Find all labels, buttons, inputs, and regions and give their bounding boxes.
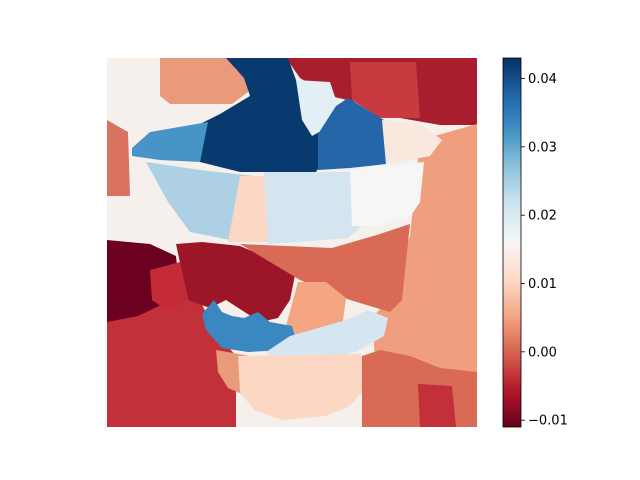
lower-blue-cup	[202, 300, 296, 352]
top-peach-block	[160, 58, 250, 104]
bottom-red-background	[107, 300, 236, 427]
bottom-right-red-patch	[418, 384, 456, 427]
colorbar: −0.01 0.00 0.01 0.02 0.03 0.04	[502, 57, 568, 429]
bottom-cup-peach	[238, 354, 364, 420]
colorbar-tick-label: 0.01	[528, 277, 557, 292]
colorbar-fill	[503, 58, 521, 427]
lower-center-salmon	[240, 224, 410, 312]
bowl-body-left	[146, 162, 254, 240]
bowl-body-left-peach	[228, 176, 268, 242]
lower-light-rim	[266, 310, 388, 362]
colorbar-ticks: −0.01 0.00 0.01 0.02 0.03 0.04	[521, 72, 568, 429]
lower-left-red	[150, 262, 188, 310]
colorbar-tick-label: −0.01	[528, 414, 568, 429]
top-right-orange-red	[350, 62, 420, 118]
lower-center-red	[176, 242, 296, 322]
colorbar-tick-label: 0.04	[528, 72, 557, 87]
bowl-rim-left-blue	[132, 122, 208, 162]
colorbar-frame	[502, 57, 522, 428]
right-margin-salmon	[372, 124, 477, 427]
top-center-dark-blue	[196, 58, 346, 172]
left-margin-salmon	[107, 120, 130, 196]
colorbar-tick-label: 0.00	[528, 345, 557, 360]
colorbar-tick-label: 0.02	[528, 209, 557, 224]
bowl-rim-right-blue	[318, 98, 386, 170]
bowl-rim-far-right	[382, 120, 442, 164]
heatmap-image	[107, 58, 477, 427]
bowl-body-right	[350, 162, 424, 226]
colorbar-tick-label: 0.03	[528, 140, 557, 155]
bowl-body-center	[264, 172, 362, 244]
